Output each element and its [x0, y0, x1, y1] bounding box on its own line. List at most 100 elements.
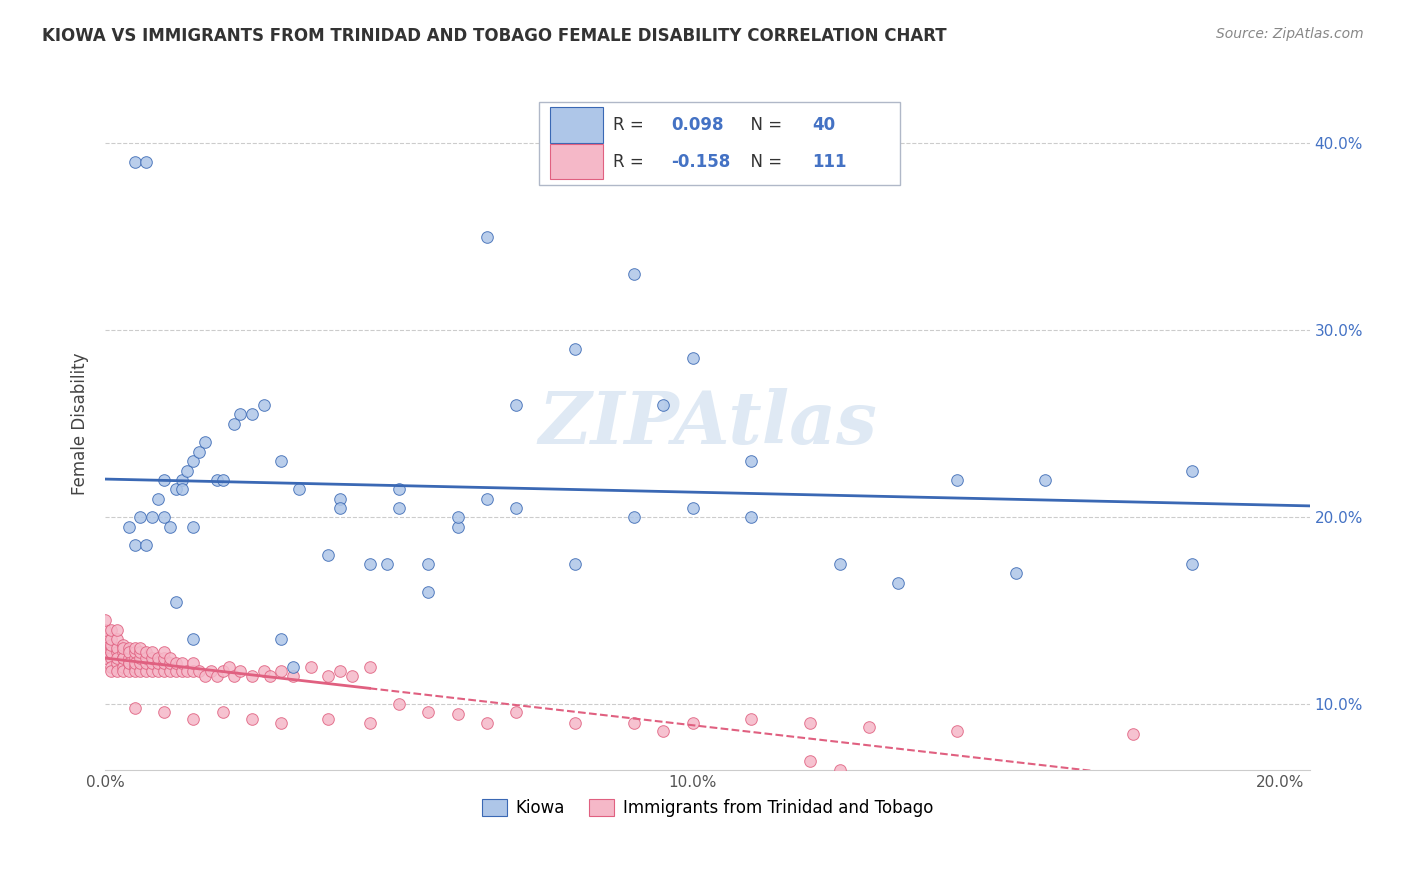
- Point: [828, 557, 851, 571]
- Point: [100, 641, 122, 656]
- Y-axis label: Female Disability: Female Disability: [72, 352, 89, 495]
- Point: [94, 641, 117, 656]
- Point: [118, 645, 141, 659]
- Point: [329, 491, 352, 506]
- Point: [100, 660, 122, 674]
- Point: [270, 632, 292, 646]
- Point: [340, 669, 363, 683]
- Point: [135, 664, 157, 678]
- Point: [105, 623, 128, 637]
- Point: [118, 657, 141, 671]
- Point: [505, 705, 527, 719]
- Text: R =: R =: [613, 153, 650, 170]
- Point: [111, 638, 134, 652]
- Point: [170, 482, 193, 496]
- Point: [183, 519, 205, 533]
- Point: [159, 519, 181, 533]
- Text: KIOWA VS IMMIGRANTS FROM TRINIDAD AND TOBAGO FEMALE DISABILITY CORRELATION CHART: KIOWA VS IMMIGRANTS FROM TRINIDAD AND TO…: [42, 27, 946, 45]
- Legend: Kiowa, Immigrants from Trinidad and Tobago: Kiowa, Immigrants from Trinidad and Toba…: [475, 792, 939, 824]
- Point: [740, 713, 762, 727]
- Point: [129, 657, 152, 671]
- Point: [94, 632, 117, 646]
- Point: [253, 398, 276, 412]
- Point: [946, 723, 969, 738]
- Point: [124, 650, 146, 665]
- Point: [124, 701, 146, 715]
- Point: [105, 645, 128, 659]
- Point: [100, 623, 122, 637]
- Point: [359, 557, 381, 571]
- Point: [1181, 557, 1204, 571]
- Point: [564, 342, 586, 356]
- Point: [799, 716, 821, 731]
- Point: [118, 519, 141, 533]
- Point: [94, 650, 117, 665]
- Point: [224, 669, 246, 683]
- Point: [129, 650, 152, 665]
- Point: [828, 763, 851, 777]
- Point: [1181, 463, 1204, 477]
- Point: [318, 548, 340, 562]
- Point: [105, 641, 128, 656]
- Point: [176, 664, 198, 678]
- Point: [124, 664, 146, 678]
- Text: 0.098: 0.098: [671, 116, 724, 134]
- Point: [1122, 727, 1144, 741]
- Point: [475, 491, 498, 506]
- Point: [194, 669, 217, 683]
- Point: [165, 657, 187, 671]
- Point: [240, 408, 263, 422]
- Point: [418, 705, 440, 719]
- Point: [124, 657, 146, 671]
- Point: [105, 650, 128, 665]
- Point: [153, 645, 176, 659]
- Point: [388, 500, 411, 515]
- Point: [100, 632, 122, 646]
- Point: [740, 510, 762, 524]
- Text: Source: ZipAtlas.com: Source: ZipAtlas.com: [1216, 27, 1364, 41]
- Point: [141, 657, 163, 671]
- Point: [135, 650, 157, 665]
- Point: [652, 723, 675, 738]
- Point: [318, 669, 340, 683]
- Point: [447, 519, 470, 533]
- Point: [623, 510, 645, 524]
- Point: [1004, 566, 1026, 581]
- Point: [118, 664, 141, 678]
- Point: [159, 664, 181, 678]
- Point: [135, 645, 157, 659]
- Point: [211, 664, 233, 678]
- Point: [359, 660, 381, 674]
- Point: [111, 660, 134, 674]
- Point: [124, 154, 146, 169]
- Point: [111, 645, 134, 659]
- Text: -0.158: -0.158: [671, 153, 731, 170]
- Point: [475, 229, 498, 244]
- Point: [211, 705, 233, 719]
- Point: [183, 664, 205, 678]
- Point: [94, 623, 117, 637]
- Point: [359, 716, 381, 731]
- Point: [505, 500, 527, 515]
- Point: [388, 482, 411, 496]
- Text: ZIPAtlas: ZIPAtlas: [538, 388, 877, 459]
- Point: [218, 660, 240, 674]
- Point: [564, 557, 586, 571]
- Point: [946, 473, 969, 487]
- Point: [475, 716, 498, 731]
- Text: 111: 111: [813, 153, 846, 170]
- Point: [170, 664, 193, 678]
- Point: [141, 510, 163, 524]
- Point: [159, 650, 181, 665]
- Point: [1033, 473, 1056, 487]
- Point: [146, 650, 169, 665]
- Point: [170, 473, 193, 487]
- Point: [240, 713, 263, 727]
- Point: [270, 664, 292, 678]
- Point: [146, 491, 169, 506]
- Point: [118, 650, 141, 665]
- Point: [111, 650, 134, 665]
- Text: N =: N =: [740, 153, 787, 170]
- Point: [176, 463, 198, 477]
- Point: [388, 698, 411, 712]
